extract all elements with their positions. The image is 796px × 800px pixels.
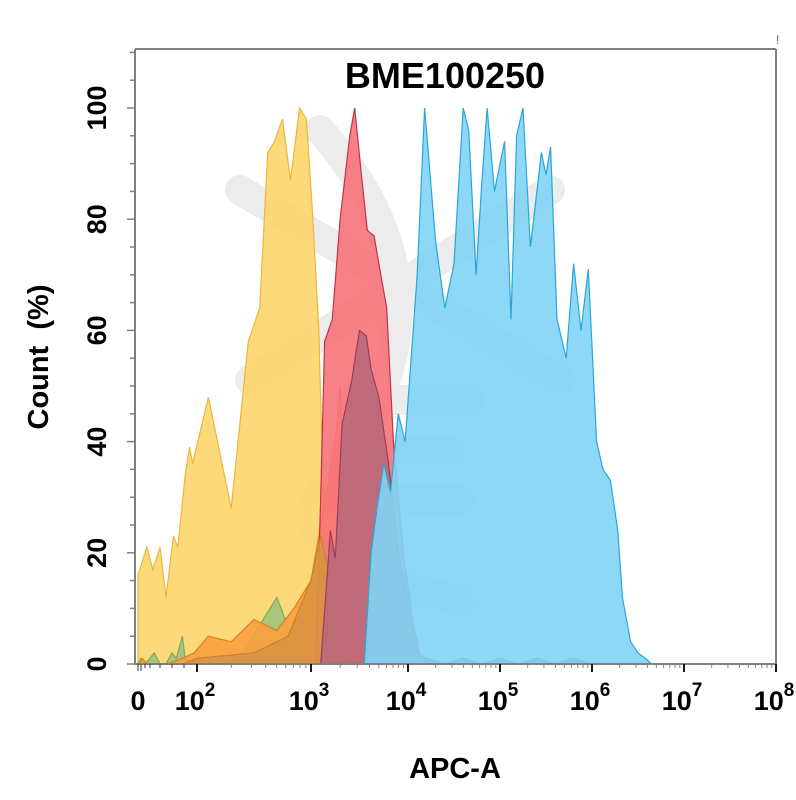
x-tick-label: 104 bbox=[386, 680, 427, 716]
x-tick-label: 107 bbox=[662, 680, 703, 716]
x-tick-label: 103 bbox=[289, 680, 330, 716]
y-tick-label: 100 bbox=[82, 85, 112, 130]
x-axis-label: APC-A bbox=[409, 753, 501, 785]
histogram-series-layer bbox=[137, 106, 653, 664]
y-tick-label: 80 bbox=[82, 204, 112, 234]
x-tick-label: 102 bbox=[175, 680, 216, 716]
y-axis-label: Count (%) bbox=[23, 285, 55, 430]
y-tick-label: 40 bbox=[82, 427, 112, 457]
y-tick-label: 60 bbox=[82, 315, 112, 345]
x-axis: 0 102 103 104 105 106 107 108 bbox=[130, 664, 794, 716]
series-blue bbox=[363, 107, 653, 664]
y-tick-label: 20 bbox=[82, 538, 112, 568]
chart-title: BME100250 bbox=[345, 55, 545, 96]
series-yellow bbox=[137, 106, 346, 664]
y-tick-label: 0 bbox=[82, 656, 112, 671]
x-tick-label: 105 bbox=[478, 680, 519, 716]
plot-frame bbox=[134, 48, 777, 665]
x-tick-label: 108 bbox=[754, 680, 795, 716]
x-tick-label: 106 bbox=[570, 680, 611, 716]
x-tick-label: 0 bbox=[130, 686, 145, 716]
y-axis: 0 20 40 60 80 100 bbox=[82, 51, 135, 672]
corner-marker: ! bbox=[776, 33, 779, 47]
